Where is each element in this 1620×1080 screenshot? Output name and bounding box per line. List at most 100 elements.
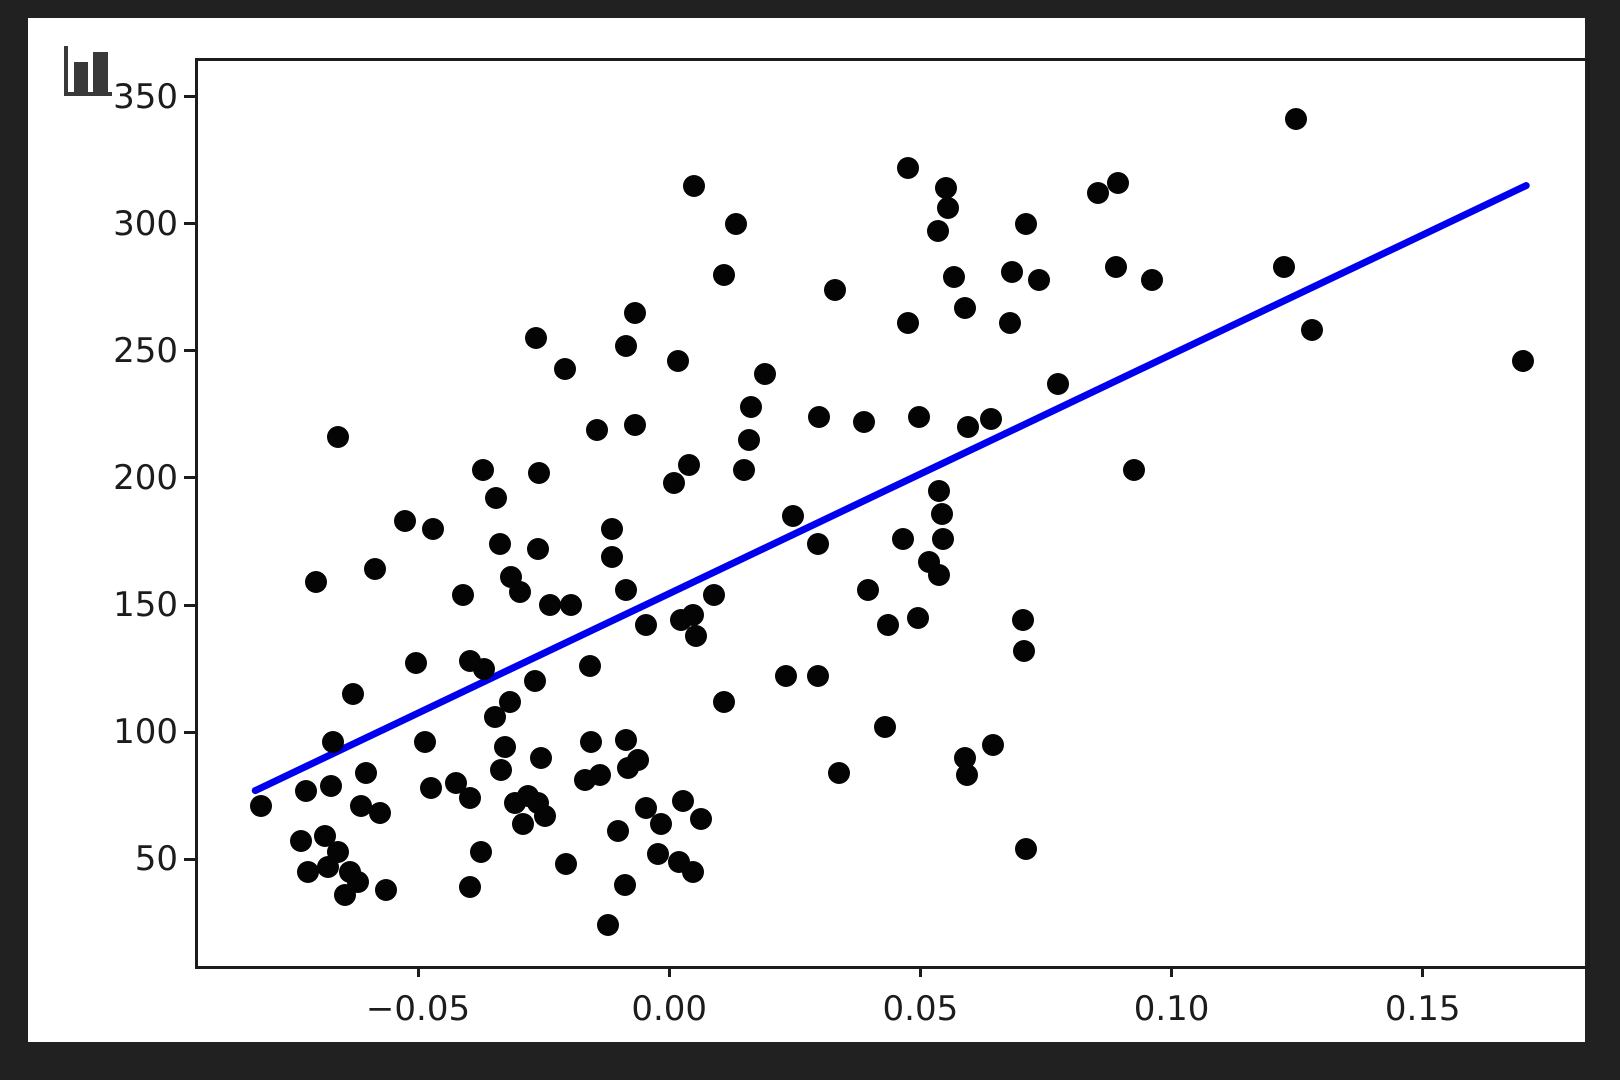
data-point xyxy=(980,408,1003,431)
x-axis-tick-label: 0.10 xyxy=(1133,989,1210,1029)
data-point xyxy=(342,682,365,705)
x-axis-tick xyxy=(1421,966,1425,977)
data-point xyxy=(601,517,624,540)
data-point xyxy=(554,357,577,380)
data-point xyxy=(877,614,900,637)
data-point xyxy=(294,779,317,802)
data-point xyxy=(579,655,602,678)
data-point xyxy=(930,502,953,525)
y-axis-tick xyxy=(184,95,195,99)
data-point xyxy=(534,805,557,827)
data-point xyxy=(1027,268,1050,291)
data-point xyxy=(394,510,417,533)
data-point xyxy=(355,761,378,784)
data-point xyxy=(1301,319,1324,342)
data-point xyxy=(897,156,920,179)
y-axis-tick xyxy=(184,349,195,353)
data-point xyxy=(484,705,507,728)
data-point xyxy=(499,690,522,713)
data-point xyxy=(530,746,553,769)
data-point xyxy=(322,731,345,754)
y-axis-tick xyxy=(184,857,195,861)
data-point xyxy=(589,764,612,787)
data-point xyxy=(1123,459,1146,482)
figure-canvas: −0.05 0.00 0.05 0.10 0.15 50 100 150 200 250 300 35… xyxy=(28,18,1590,1042)
data-point xyxy=(892,527,915,550)
y-axis-tick-label: 50 xyxy=(134,839,178,880)
data-point xyxy=(414,731,437,754)
data-point xyxy=(320,774,343,797)
data-point xyxy=(740,395,763,418)
data-point xyxy=(597,914,620,937)
data-point xyxy=(907,606,930,629)
data-point xyxy=(1105,255,1128,278)
data-point xyxy=(957,416,980,439)
data-point xyxy=(999,311,1022,334)
data-point xyxy=(470,840,493,863)
data-point xyxy=(1273,255,1296,278)
data-point xyxy=(615,728,637,751)
x-axis-tick-label: −0.05 xyxy=(365,989,471,1029)
data-point xyxy=(647,843,670,866)
data-point xyxy=(1140,268,1163,291)
y-axis-tick xyxy=(184,476,195,480)
data-point xyxy=(555,853,578,876)
data-point xyxy=(1015,212,1038,235)
data-point xyxy=(615,334,637,357)
data-point xyxy=(937,197,959,220)
data-point xyxy=(954,746,977,769)
data-point xyxy=(775,665,798,688)
data-point xyxy=(678,454,701,477)
data-point xyxy=(525,327,548,350)
data-point xyxy=(943,266,966,289)
data-point xyxy=(606,820,629,843)
y-axis-tick-label: 350 xyxy=(113,76,178,117)
data-point xyxy=(897,311,920,334)
data-point xyxy=(823,278,846,301)
data-point xyxy=(1047,372,1070,395)
data-point xyxy=(683,174,706,197)
data-point xyxy=(613,873,636,896)
bar-chart-icon-bar xyxy=(74,62,88,92)
data-point xyxy=(472,459,495,482)
data-point xyxy=(327,426,350,449)
data-point xyxy=(420,777,443,800)
regression-line xyxy=(251,182,1530,795)
data-point xyxy=(560,594,583,617)
data-point xyxy=(1087,182,1110,205)
data-point xyxy=(670,609,693,632)
y-axis-tick-label: 150 xyxy=(113,585,178,626)
data-point xyxy=(1107,172,1130,195)
data-point xyxy=(364,558,387,581)
data-point xyxy=(452,583,475,606)
data-point xyxy=(369,802,392,825)
data-point xyxy=(489,533,512,555)
data-point xyxy=(782,505,805,528)
data-point xyxy=(1015,838,1038,861)
data-point xyxy=(663,471,686,494)
y-axis-tick xyxy=(184,603,195,607)
y-axis-tick xyxy=(184,222,195,226)
data-point xyxy=(982,733,1005,756)
data-point xyxy=(624,413,647,436)
data-point xyxy=(445,771,468,794)
data-point xyxy=(954,296,977,319)
data-point xyxy=(712,690,735,713)
x-axis-tick xyxy=(1170,966,1174,977)
x-axis-tick-label: 0.05 xyxy=(882,989,959,1029)
data-point xyxy=(650,812,673,835)
data-point xyxy=(685,624,708,647)
data-point xyxy=(290,830,313,853)
data-point xyxy=(956,764,979,787)
data-point xyxy=(524,670,547,693)
data-point xyxy=(494,736,517,759)
data-point xyxy=(635,797,658,820)
data-point xyxy=(931,527,954,550)
data-point xyxy=(935,177,957,200)
y-axis-tick-label: 100 xyxy=(113,712,178,753)
data-point xyxy=(627,749,650,772)
y-axis-tick-label: 300 xyxy=(113,203,178,244)
data-point xyxy=(1285,108,1308,131)
data-point xyxy=(601,545,624,568)
